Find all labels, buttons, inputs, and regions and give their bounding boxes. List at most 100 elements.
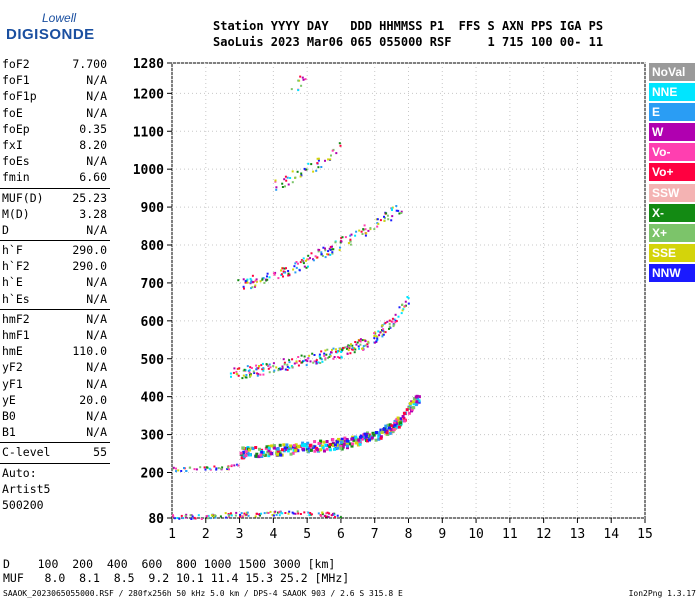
echo-point <box>305 259 307 262</box>
echo-point <box>172 466 175 469</box>
echo-point <box>377 434 381 438</box>
echo-point <box>281 267 284 270</box>
echo-point <box>254 446 258 449</box>
echo-point <box>281 512 284 515</box>
echo-point <box>297 89 300 92</box>
echo-point <box>304 78 307 81</box>
param-key: hmE <box>2 344 23 359</box>
echo-point <box>257 455 261 459</box>
param-row: foEp 0.35 <box>0 122 110 138</box>
echo-point <box>191 515 194 518</box>
echo-point <box>214 516 217 519</box>
echo-point <box>408 402 412 406</box>
echo-point <box>363 224 366 227</box>
echo-point <box>330 351 333 354</box>
echo-point <box>309 257 311 260</box>
echo-point <box>233 464 236 467</box>
echo-point <box>407 411 411 415</box>
echo-point <box>269 366 272 369</box>
echo-point <box>292 512 295 515</box>
echo-point <box>267 454 271 458</box>
echo-point <box>255 367 258 370</box>
echo-point <box>301 76 304 79</box>
echo-point <box>407 302 410 305</box>
echo-point <box>291 366 294 369</box>
echo-point <box>272 514 275 517</box>
echo-point <box>337 437 340 441</box>
logo-line2: DIGISONDE <box>6 26 95 43</box>
echo-point <box>317 159 320 162</box>
echo-point <box>274 179 277 182</box>
echo-point <box>297 79 300 82</box>
echo-point <box>300 259 303 262</box>
echo-point <box>382 328 385 331</box>
echo-point <box>398 212 401 215</box>
param-key: h`F <box>2 243 23 258</box>
echo-point <box>193 516 196 519</box>
echo-point <box>306 441 310 445</box>
echo-point <box>287 274 290 277</box>
legend-item: NNW <box>649 263 695 282</box>
echo-point <box>293 362 296 365</box>
echo-point <box>300 174 303 177</box>
echo-point <box>294 176 297 179</box>
echo-point <box>259 280 262 283</box>
echo-point <box>274 180 277 183</box>
echo-point <box>283 267 286 270</box>
param-value: N/A <box>86 73 107 88</box>
echo-point <box>242 285 245 288</box>
echo-point <box>287 512 290 515</box>
echo-point <box>292 444 296 448</box>
echo-point <box>175 467 177 470</box>
echo-point <box>379 219 382 222</box>
echo-point <box>412 402 416 406</box>
echo-point <box>373 337 376 340</box>
echo-point <box>289 452 293 456</box>
echo-point <box>407 297 410 300</box>
echo-point <box>317 250 320 253</box>
echo-point <box>221 466 224 469</box>
echo-point <box>375 431 378 434</box>
echo-point <box>285 179 288 182</box>
echo-point <box>382 333 385 336</box>
echo-point <box>308 446 312 450</box>
echo-point <box>351 347 354 350</box>
x-tick-labels: 1 2 3 4 5 6 7 8 9 10 11 12 13 14 15 <box>168 527 653 542</box>
echo-point <box>403 305 406 308</box>
echo-point <box>306 360 309 363</box>
echo-point <box>277 367 280 370</box>
echo-point <box>364 434 368 438</box>
echo-point <box>242 278 245 281</box>
echo-point <box>295 360 298 363</box>
echo-point <box>172 514 174 517</box>
echo-point <box>262 367 265 370</box>
echo-point <box>350 437 354 441</box>
echo-point <box>228 515 231 518</box>
echo-point <box>402 308 405 311</box>
echo-point <box>349 243 352 246</box>
echo-point <box>217 467 220 470</box>
echo-point <box>403 419 406 423</box>
echo-point <box>234 514 237 517</box>
echo-point <box>353 351 356 354</box>
echo-point <box>285 448 288 451</box>
echo-point <box>339 516 342 519</box>
x-tick-label: 12 <box>536 527 552 542</box>
echo-point <box>301 260 304 263</box>
echo-point <box>226 466 229 469</box>
echo-point <box>398 306 401 309</box>
echo-point <box>360 437 364 441</box>
echo-point <box>297 364 300 367</box>
echo-point <box>338 356 341 359</box>
echo-point <box>245 513 248 516</box>
echo-point <box>257 367 260 370</box>
echo-point <box>359 338 362 341</box>
echo-point <box>312 258 314 261</box>
param-key: C-level <box>2 445 51 460</box>
echo-point <box>185 513 188 516</box>
echo-point <box>284 512 287 514</box>
echo-point <box>281 367 284 370</box>
echo-point <box>284 175 287 178</box>
echo-point <box>312 170 315 173</box>
echo-point <box>290 88 293 91</box>
